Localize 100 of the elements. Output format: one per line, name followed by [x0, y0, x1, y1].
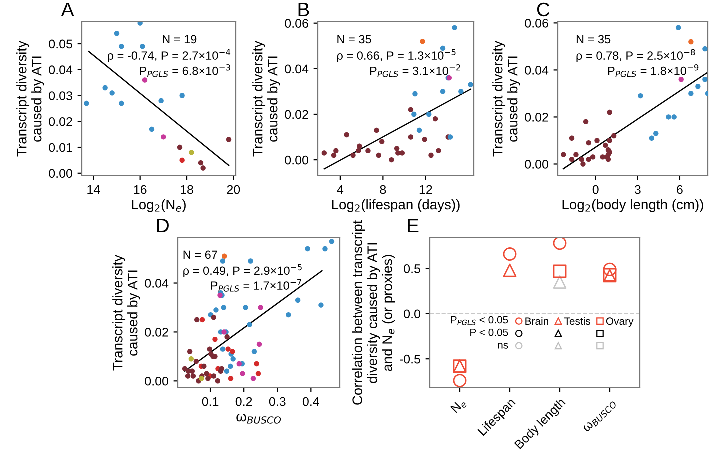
point	[119, 100, 124, 106]
point	[603, 262, 617, 276]
point	[607, 150, 612, 156]
point	[607, 138, 612, 144]
y-tick-label: 0.02	[285, 110, 308, 120]
point	[138, 22, 143, 26]
x-tick-label: 0.3	[269, 397, 286, 406]
annotation: ns	[498, 343, 508, 349]
legend-label: Testis	[564, 317, 590, 326]
point	[389, 157, 394, 163]
point	[583, 119, 589, 125]
point	[366, 148, 371, 154]
point	[334, 148, 339, 154]
x-tick-label: 6	[677, 185, 683, 194]
annotation: ρ = -0.74, P = 2.7×10$^{−4}$	[108, 49, 231, 62]
point	[458, 89, 464, 94]
annotation: N = 35	[576, 35, 611, 44]
point	[594, 138, 600, 144]
point	[400, 150, 406, 156]
point	[468, 82, 474, 88]
x-tick-label: 20	[227, 185, 240, 194]
annotation: ρ = 0.78, P = 2.5×10$^{−8}$	[576, 49, 696, 62]
y-tick-label: 0.04	[285, 64, 309, 74]
y-tick-label: 0.03	[49, 92, 72, 100]
annotation: ρ = 0.49, P = 2.9×10$^{−5}$	[184, 264, 302, 278]
point	[161, 134, 166, 140]
y-tick-label: 0.01	[49, 143, 72, 152]
point	[331, 152, 337, 158]
point	[611, 133, 617, 139]
point	[649, 136, 655, 141]
point	[553, 264, 567, 278]
y-tick-label: 0.02	[525, 113, 548, 122]
x-axis-title: Log$_{2}$(body length (cm))	[562, 199, 704, 212]
annotation: P$_{PGLS}$ = 3.1×10$^{−2}$	[370, 64, 460, 78]
point	[603, 142, 608, 148]
point	[350, 152, 356, 158]
point	[420, 38, 426, 44]
chart-title: A	[61, 3, 74, 16]
x-tick-label: N$_{e}$	[450, 398, 468, 415]
point	[432, 116, 438, 122]
x-tick-label: 14	[88, 185, 100, 194]
point	[574, 152, 579, 158]
point	[503, 264, 517, 278]
annotation: P$_{PGLS}$ < 0.05	[451, 316, 508, 326]
point	[380, 139, 385, 144]
point	[503, 248, 517, 261]
point	[198, 160, 204, 166]
point	[180, 93, 185, 98]
x-tick-label: 8	[380, 185, 386, 194]
y-tick-label: 0.00	[145, 376, 168, 386]
point	[440, 89, 446, 94]
point	[569, 136, 575, 141]
y-tick-label: 0.06	[525, 18, 548, 28]
y-tick-label: 0.04	[525, 66, 549, 75]
y-axis-title: Transcript diversity caused by ATI	[16, 41, 44, 157]
x-tick-label: 12	[420, 185, 432, 194]
point	[696, 84, 701, 90]
point	[666, 114, 672, 120]
x-tick-label: ω$_{BUSCO}$	[582, 399, 618, 434]
point	[416, 128, 422, 134]
point	[452, 25, 458, 31]
point	[654, 131, 659, 136]
point	[114, 31, 120, 36]
y-tick-label: 0.00	[285, 156, 308, 165]
point	[376, 152, 382, 158]
point	[374, 128, 380, 134]
point	[586, 156, 592, 162]
point	[678, 77, 684, 82]
legend-label: Brain	[526, 317, 548, 326]
point	[149, 126, 155, 132]
point	[553, 238, 567, 250]
y-tick-label: 0.0	[404, 310, 420, 319]
point	[553, 276, 567, 289]
point	[158, 98, 164, 104]
annotation: P$_{PGLS}$ = 1.8×10$^{−9}$	[608, 64, 699, 78]
point	[189, 150, 194, 156]
y-axis-title: Transcript diversity caused by ATI	[112, 255, 140, 371]
point	[322, 150, 328, 156]
point	[226, 137, 232, 142]
y-axis-title: Correlation between transcript diversity caused by ATI and N$_{e}$ (or proxies)	[352, 220, 396, 405]
point	[344, 132, 350, 138]
point	[561, 152, 566, 158]
point	[142, 78, 148, 83]
point	[676, 25, 682, 30]
point	[396, 150, 401, 156]
y-axis-title: Transcript diversity caused by ATI	[492, 41, 520, 157]
annotation: P$_{PGLS}$ = 6.8×10$^{−3}$	[140, 64, 230, 78]
point	[412, 112, 417, 118]
x-tick-label: 4	[337, 185, 344, 194]
point	[580, 162, 586, 167]
annotation: ρ = 0.66, P = 1.3×10$^{−5}$	[337, 49, 456, 62]
point	[394, 146, 400, 152]
point	[356, 148, 362, 154]
point	[607, 110, 612, 116]
annotation: N = 19	[163, 35, 197, 44]
y-tick-label: 0.5	[404, 264, 420, 274]
point	[408, 107, 414, 113]
annotation: P$_{PGLS}$ = 1.7×10$^{−7}$	[211, 279, 302, 292]
point	[688, 91, 694, 96]
y-tick-label: 0.02	[49, 117, 72, 126]
